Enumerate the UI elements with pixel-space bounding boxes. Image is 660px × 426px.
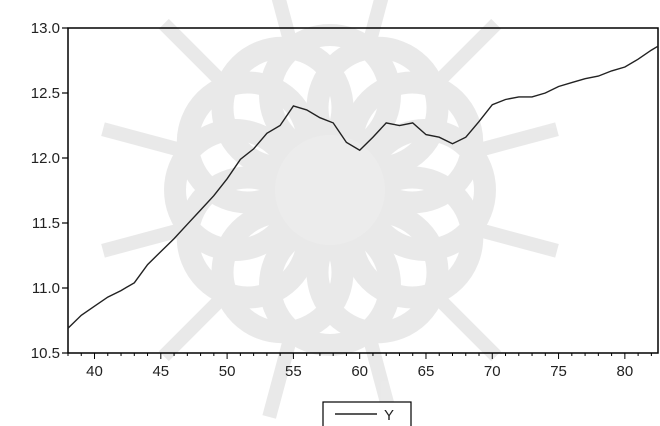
y-tick-label: 12.5 xyxy=(31,85,60,102)
star-ornament-watermark xyxy=(101,0,559,419)
watermark-spike xyxy=(431,291,502,362)
x-tick-label: 55 xyxy=(285,363,302,380)
watermark-ring xyxy=(354,119,496,261)
watermark-ring xyxy=(211,201,354,344)
watermark-spike xyxy=(431,18,502,89)
legend: Y xyxy=(322,401,412,426)
legend-label-y: Y xyxy=(384,407,394,424)
plot-frame xyxy=(67,27,659,354)
watermark-ring xyxy=(341,71,484,214)
x-tick-label: 70 xyxy=(484,363,501,380)
watermark-spike xyxy=(362,0,389,47)
watermark-spike xyxy=(101,122,187,158)
y-axis: 10.5 11.0 11.5 12.0 12.5 13.0 xyxy=(31,20,68,362)
watermark-spike xyxy=(101,222,187,258)
watermark-ring xyxy=(211,36,354,179)
watermark-spike xyxy=(158,18,229,89)
watermark-ring xyxy=(306,36,449,179)
x-tick-label: 50 xyxy=(219,363,236,380)
watermark-spike xyxy=(271,0,298,47)
y-tick-label: 11.0 xyxy=(32,280,60,297)
x-tick-label: 75 xyxy=(550,363,567,380)
y-tick-label: 12.0 xyxy=(31,150,60,167)
watermark-ring xyxy=(259,214,401,356)
y-tick-label: 10.5 xyxy=(31,345,60,362)
watermark-ring xyxy=(164,119,306,261)
x-tick-label: 45 xyxy=(152,363,169,380)
watermark-spike xyxy=(473,222,559,258)
watermark-spike xyxy=(473,122,559,158)
series-line-y xyxy=(67,45,659,329)
x-axis: 40 45 50 55 60 65 70 75 80 xyxy=(67,353,652,380)
watermark-ring xyxy=(176,166,319,309)
x-tick-label: 80 xyxy=(617,363,634,380)
x-tick-label: 65 xyxy=(418,363,435,380)
y-tick-label: 11.5 xyxy=(32,215,60,232)
series-layer xyxy=(67,45,659,329)
y-tick-label: 13.0 xyxy=(31,20,60,37)
watermark-ring xyxy=(259,24,401,166)
watermark-spike xyxy=(158,291,229,362)
x-tick-label: 60 xyxy=(351,363,368,380)
watermark-ring xyxy=(341,166,484,309)
watermark-ring xyxy=(306,201,449,344)
watermark-spike xyxy=(262,333,298,419)
x-tick-label: 40 xyxy=(86,363,103,380)
watermark-ring xyxy=(176,71,319,214)
watermark-center xyxy=(275,135,385,245)
